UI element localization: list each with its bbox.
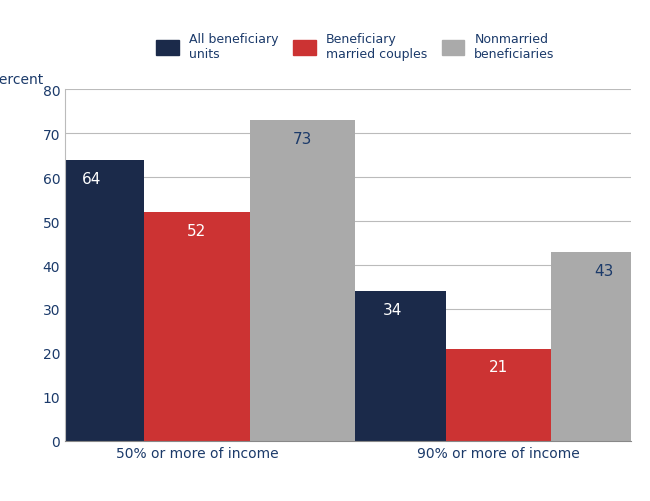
Text: 73: 73 [292, 132, 312, 147]
Text: 52: 52 [187, 224, 207, 239]
Text: 21: 21 [489, 360, 508, 375]
Bar [446, 349, 551, 441]
Bar [551, 253, 650, 441]
Text: 34: 34 [384, 303, 403, 318]
Text: 64: 64 [82, 171, 101, 186]
Text: Percent: Percent [0, 73, 44, 87]
Bar [144, 213, 250, 441]
Bar [340, 292, 446, 441]
Legend: All beneficiary
units, Beneficiary
married couples, Nonmarried
beneficiaries: All beneficiary units, Beneficiary marri… [156, 33, 554, 61]
Bar [250, 121, 356, 441]
Text: 43: 43 [594, 264, 614, 279]
Bar [38, 160, 144, 441]
